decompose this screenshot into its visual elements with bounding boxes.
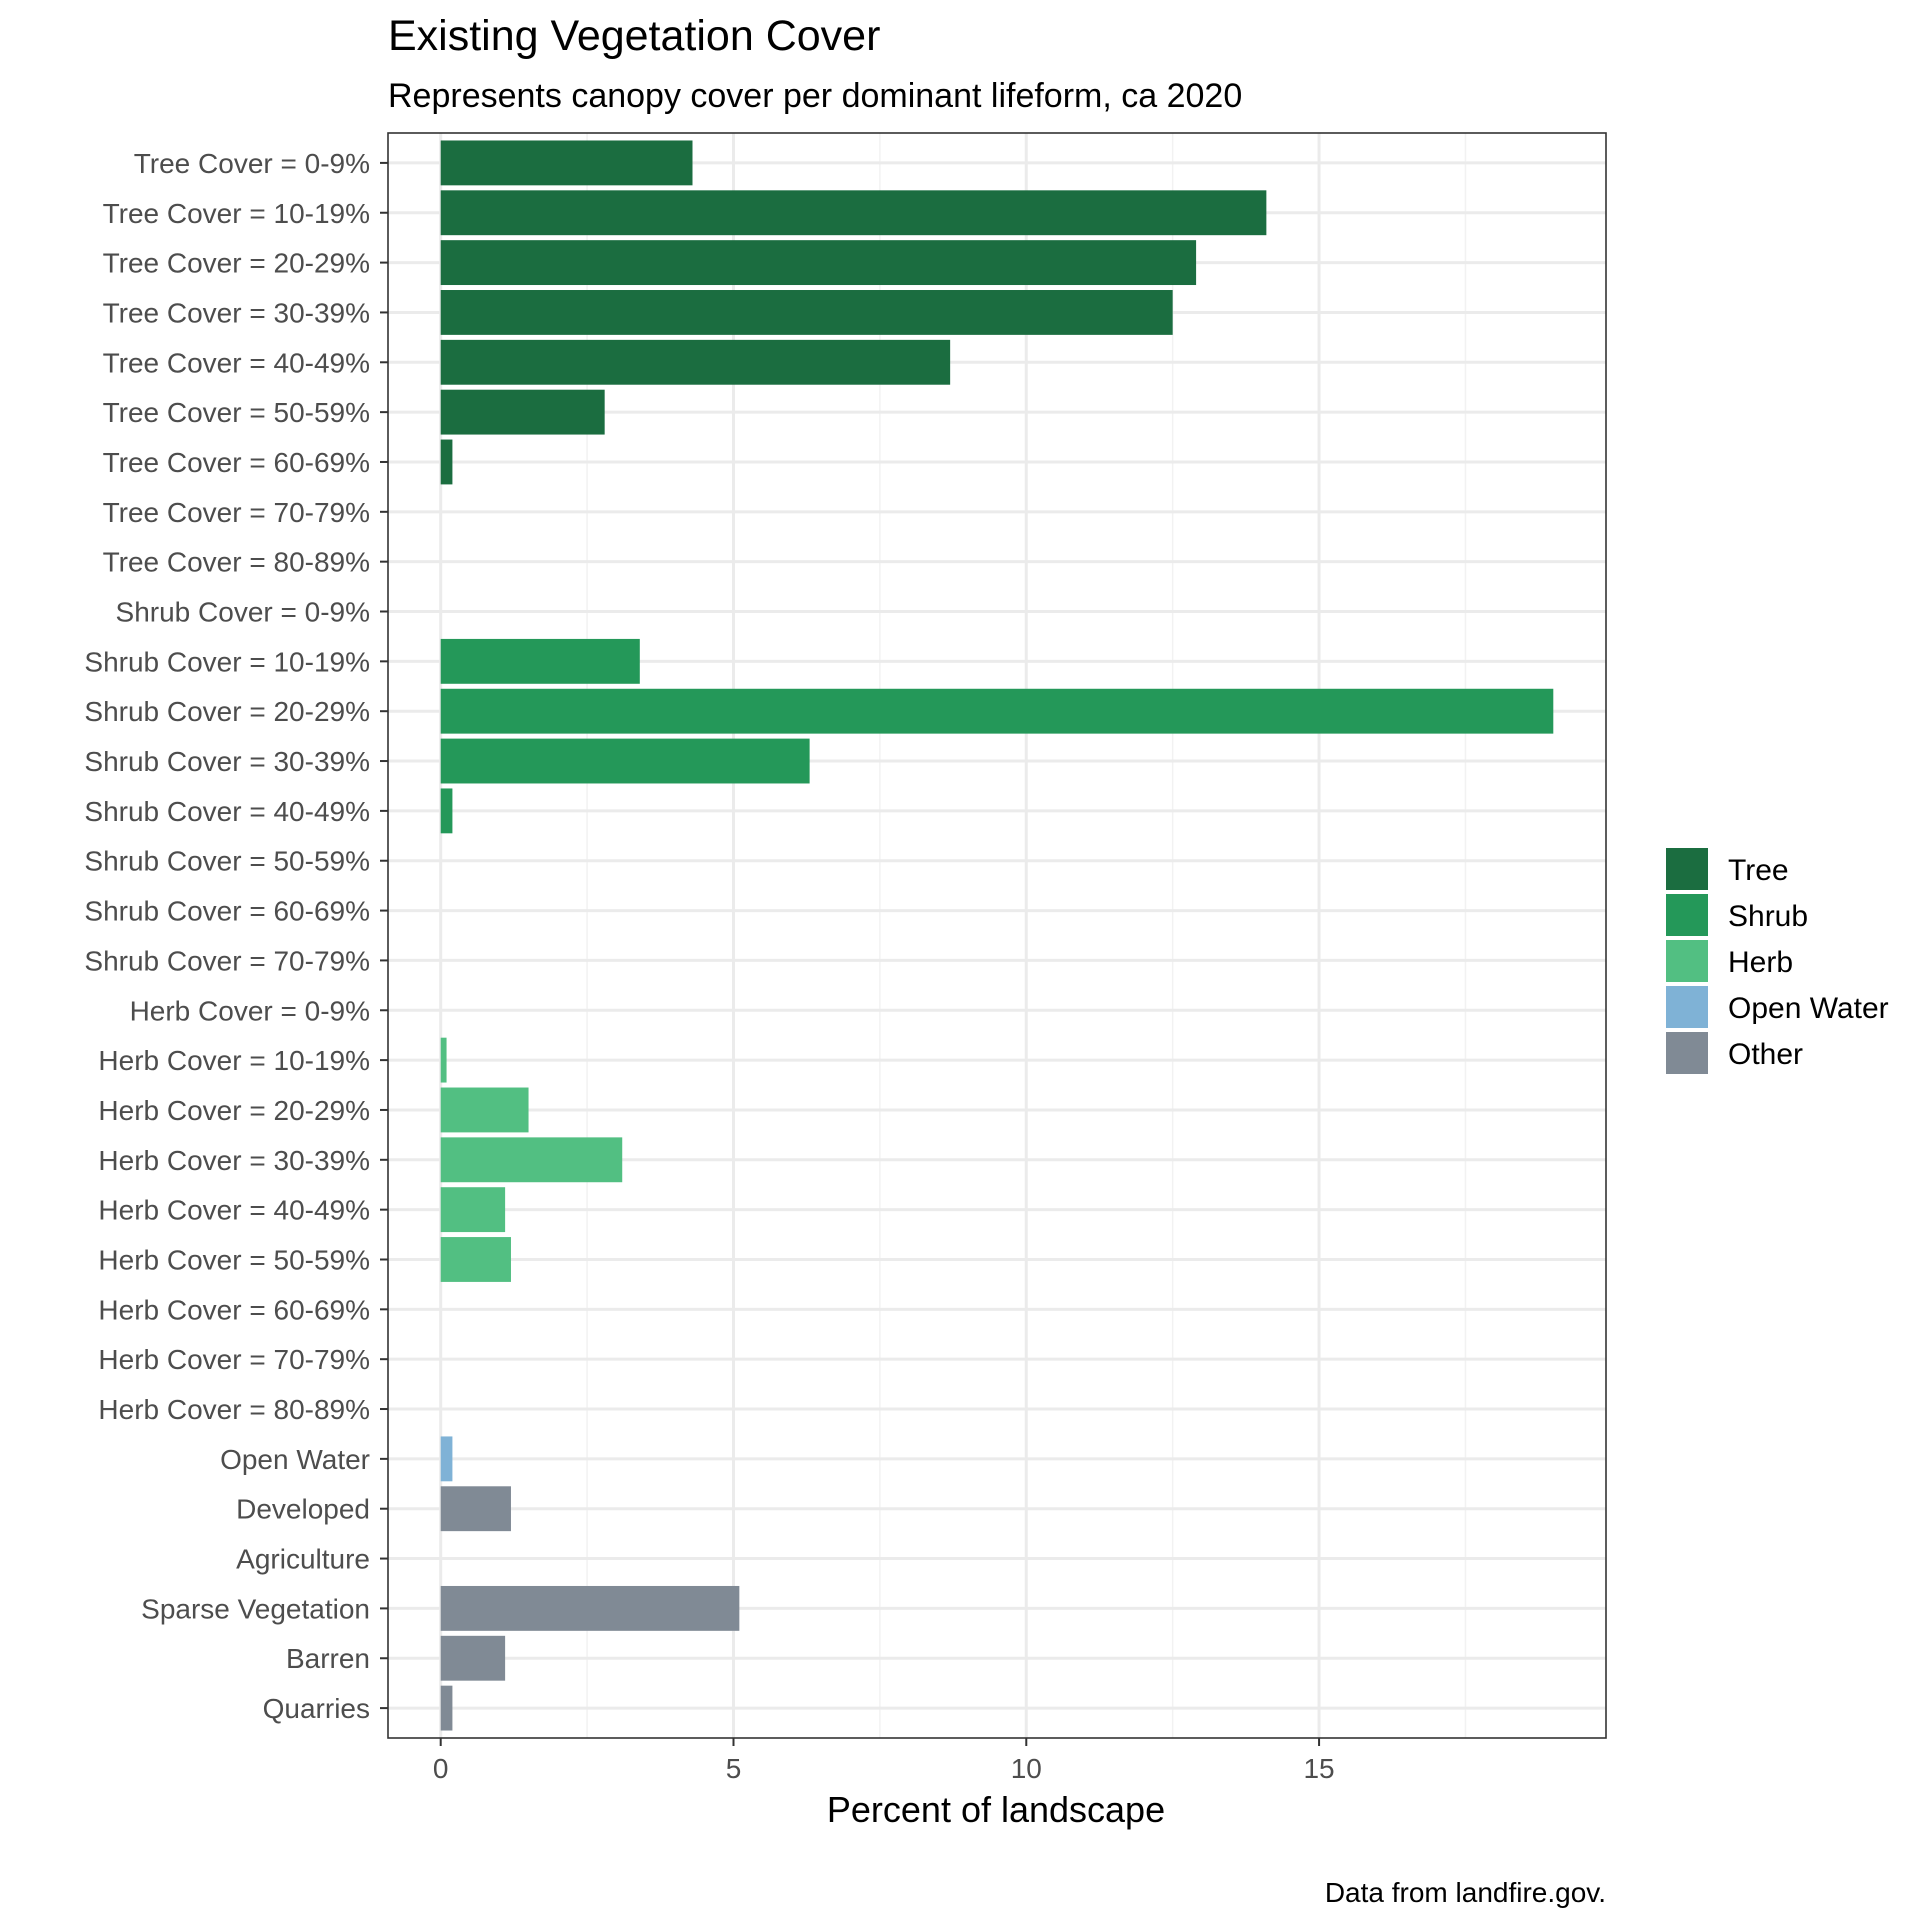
y-tick-label: Tree Cover = 30-39% bbox=[103, 297, 370, 328]
y-tick-label: Herb Cover = 10-19% bbox=[98, 1045, 370, 1076]
bar bbox=[440, 389, 605, 435]
y-tick-label: Tree Cover = 50-59% bbox=[103, 397, 370, 428]
y-tick-label: Tree Cover = 60-69% bbox=[103, 447, 370, 478]
y-tick-label: Herb Cover = 30-39% bbox=[98, 1145, 370, 1176]
legend-label: Shrub bbox=[1728, 900, 1808, 933]
legend-key bbox=[1666, 894, 1708, 936]
bar bbox=[440, 788, 453, 834]
legend-label: Herb bbox=[1728, 946, 1793, 979]
chart-title: Existing Vegetation Cover bbox=[388, 12, 880, 60]
y-tick-label: Developed bbox=[236, 1494, 370, 1525]
y-tick-label: Shrub Cover = 20-29% bbox=[84, 696, 370, 727]
bar bbox=[440, 738, 810, 784]
bar bbox=[440, 190, 1267, 236]
bar bbox=[440, 1486, 511, 1532]
y-tick-label: Tree Cover = 80-89% bbox=[103, 547, 370, 578]
legend: Tree Shrub Herb Open Water Other bbox=[1666, 848, 1889, 1074]
legend-key bbox=[1666, 986, 1708, 1028]
bar bbox=[440, 638, 640, 684]
legend-key bbox=[1666, 1032, 1708, 1074]
x-tick-label: 5 bbox=[726, 1753, 742, 1784]
y-tick-label: Shrub Cover = 60-69% bbox=[84, 896, 370, 927]
y-tick-label: Sparse Vegetation bbox=[141, 1593, 370, 1624]
y-tick-label: Shrub Cover = 0-9% bbox=[116, 597, 370, 628]
bar bbox=[440, 240, 1197, 286]
legend-key bbox=[1666, 848, 1708, 890]
y-tick-label: Shrub Cover = 10-19% bbox=[84, 646, 370, 677]
bar bbox=[440, 1037, 447, 1083]
y-tick-label: Shrub Cover = 40-49% bbox=[84, 796, 370, 827]
x-tick-label: 15 bbox=[1303, 1753, 1334, 1784]
bar bbox=[440, 140, 693, 186]
plot-border bbox=[387, 132, 1607, 1739]
bar bbox=[440, 439, 453, 485]
legend-label: Open Water bbox=[1728, 992, 1889, 1025]
bar bbox=[440, 290, 1173, 335]
y-axis: Tree Cover = 0-9% Tree Cover = 10-19% Tree… bbox=[84, 148, 388, 1724]
y-tick-label: Tree Cover = 20-29% bbox=[103, 248, 370, 279]
bar bbox=[440, 1436, 453, 1482]
y-tick-label: Barren bbox=[286, 1643, 370, 1674]
bar bbox=[440, 688, 1554, 734]
bar bbox=[440, 1087, 529, 1133]
legend-key bbox=[1666, 940, 1708, 982]
y-tick-label: Herb Cover = 0-9% bbox=[130, 995, 370, 1026]
caption: Data from landfire.gov. bbox=[1325, 1877, 1606, 1908]
x-tick-label: 0 bbox=[433, 1753, 449, 1784]
y-tick-label: Herb Cover = 60-69% bbox=[98, 1294, 370, 1325]
bar bbox=[440, 339, 951, 385]
bar bbox=[440, 1635, 506, 1681]
y-tick-label: Shrub Cover = 50-59% bbox=[84, 846, 370, 877]
y-tick-label: Tree Cover = 10-19% bbox=[103, 198, 370, 229]
y-tick-label: Herb Cover = 50-59% bbox=[98, 1244, 370, 1275]
y-tick-label: Tree Cover = 70-79% bbox=[103, 497, 370, 528]
y-tick-label: Tree Cover = 0-9% bbox=[134, 148, 370, 179]
y-tick-label: Shrub Cover = 30-39% bbox=[84, 746, 370, 777]
legend-label: Other bbox=[1728, 1038, 1803, 1071]
bar bbox=[440, 1685, 453, 1731]
x-axis-label: Percent of landscape bbox=[827, 1789, 1165, 1830]
y-tick-label: Agriculture bbox=[236, 1544, 370, 1575]
x-tick-label: 10 bbox=[1011, 1753, 1042, 1784]
y-tick-label: Herb Cover = 40-49% bbox=[98, 1195, 370, 1226]
bar bbox=[440, 1237, 511, 1282]
chart-subtitle: Represents canopy cover per dominant lif… bbox=[388, 77, 1242, 115]
panel-border bbox=[387, 132, 1607, 1739]
y-tick-label: Shrub Cover = 70-79% bbox=[84, 945, 370, 976]
legend-label: Tree bbox=[1728, 854, 1789, 887]
bars bbox=[440, 140, 1554, 1731]
y-tick-label: Herb Cover = 80-89% bbox=[98, 1394, 370, 1425]
y-tick-label: Herb Cover = 20-29% bbox=[98, 1095, 370, 1126]
bar bbox=[440, 1585, 740, 1631]
y-tick-label: Herb Cover = 70-79% bbox=[98, 1344, 370, 1375]
y-tick-label: Open Water bbox=[220, 1444, 370, 1475]
y-tick-label: Quarries bbox=[263, 1693, 370, 1724]
y-tick-label: Tree Cover = 40-49% bbox=[103, 347, 370, 378]
x-axis: 0 5 10 15 bbox=[433, 1738, 1335, 1784]
bar bbox=[440, 1137, 623, 1183]
bar bbox=[440, 1187, 506, 1233]
